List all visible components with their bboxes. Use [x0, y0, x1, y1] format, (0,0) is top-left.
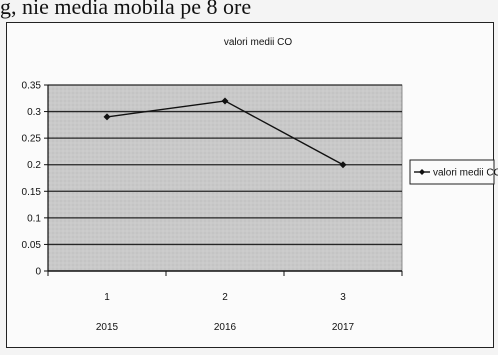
y-tick-label: 0.2: [27, 160, 41, 171]
x-tick-label: 2: [222, 292, 228, 303]
y-tick-label: 0.3: [27, 107, 41, 118]
y-tick-label: 0.05: [22, 240, 42, 251]
x-tick-label: 1: [104, 292, 110, 303]
y-tick-label: 0.15: [22, 187, 42, 198]
series-layer: [103, 97, 347, 169]
plot-area: [47, 84, 403, 272]
x-sub-label: 2017: [332, 322, 355, 333]
tick-labels: 0 0.05 0.1 0.15 0.2 0.25 0.3 0.35 1 2 3 2015 2016 201…: [22, 81, 355, 334]
legend: valori medii CO: [409, 159, 498, 185]
y-tick-label: 0.25: [22, 134, 42, 145]
document-text-line: g, nie media mobila pe 8 ore: [0, 0, 252, 19]
data-point: [221, 97, 229, 105]
x-sub-label: 2015: [96, 322, 119, 333]
y-tick-label: 0.1: [27, 213, 41, 224]
chart-title: valori medii CO: [224, 37, 293, 48]
x-sub-label: 2016: [214, 322, 237, 333]
y-tick-label: 0: [35, 267, 41, 278]
legend-marker: [419, 169, 425, 175]
data-point: [339, 161, 347, 169]
x-tick-label: 3: [340, 292, 346, 303]
axes: [47, 85, 403, 276]
legend-label: valori medii CO: [433, 168, 498, 179]
data-point: [103, 113, 111, 121]
y-tick-label: 0.35: [22, 81, 42, 92]
